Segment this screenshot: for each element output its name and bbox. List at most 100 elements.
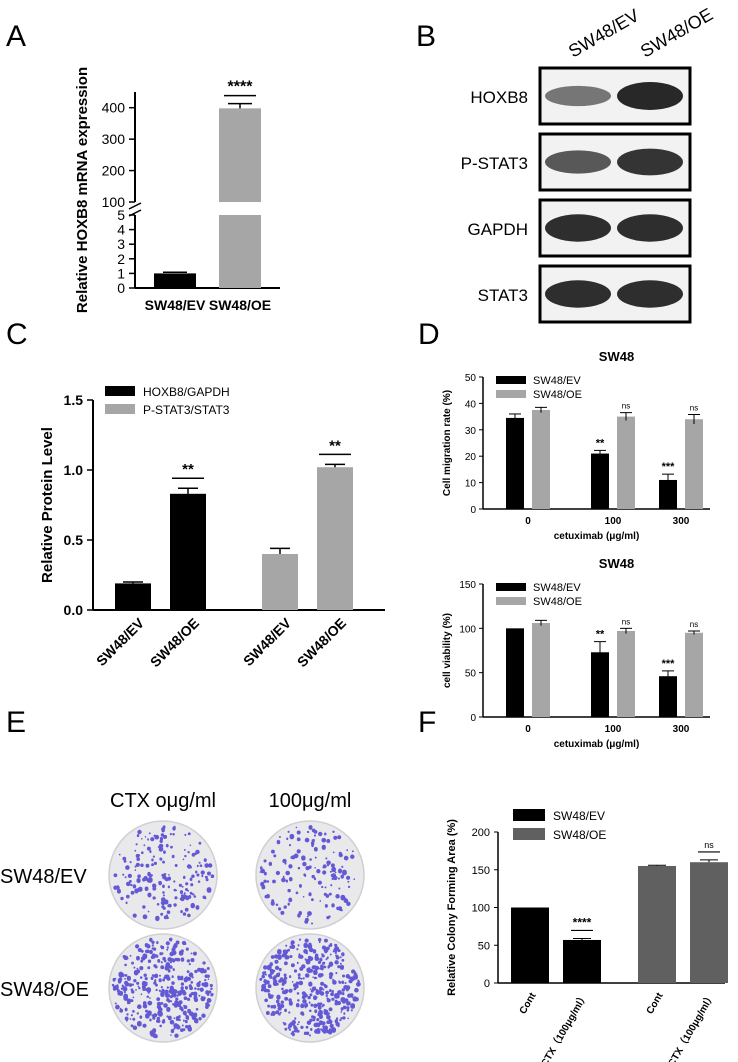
bar bbox=[685, 632, 703, 717]
legend-label: SW48/OE bbox=[553, 828, 606, 842]
significance-label: **** bbox=[228, 79, 254, 96]
colony-spots bbox=[259, 824, 356, 925]
y-tick-label: 150 bbox=[472, 865, 490, 877]
blot-band bbox=[617, 82, 683, 110]
x-tick-label: 300 bbox=[673, 724, 690, 735]
significance-label: ns bbox=[690, 620, 698, 629]
legend-swatch bbox=[105, 386, 135, 396]
blot-band bbox=[617, 280, 683, 308]
blot-band bbox=[545, 150, 611, 174]
legend-label: SW48/EV bbox=[533, 582, 581, 594]
colony-row-label: SW48/OE bbox=[0, 979, 89, 1001]
bar bbox=[659, 676, 677, 717]
panel-letter-a: A bbox=[6, 20, 27, 53]
colony-spots bbox=[111, 937, 214, 1039]
y-tick-label: 200 bbox=[102, 163, 126, 179]
bar bbox=[532, 410, 550, 509]
y-tick-label: 2 bbox=[117, 251, 125, 267]
legend-label: P-STAT3/STAT3 bbox=[143, 403, 230, 417]
panel-letter-e: E bbox=[6, 706, 27, 739]
x-tick-label: CTX（100μg/ml） bbox=[538, 990, 591, 1062]
bar bbox=[115, 583, 151, 610]
y-tick-label: 1 bbox=[117, 265, 125, 281]
y-tick-label: 0.0 bbox=[64, 602, 84, 618]
panel-f-chart: 0 50 100 150 200 Relative Colony Forming Area… bbox=[446, 809, 728, 1062]
y-tick-label: 100 bbox=[459, 624, 476, 635]
panel-letter-d: D bbox=[418, 318, 440, 351]
x-tick-label: SW48/OE bbox=[209, 297, 271, 313]
legend-swatch bbox=[496, 376, 526, 384]
y-axis-label: Cell migration rate (%) bbox=[442, 390, 453, 496]
y-tick-label: 20 bbox=[465, 452, 477, 463]
y-tick-label: 3 bbox=[117, 236, 125, 252]
panel-letter-f: F bbox=[418, 706, 437, 739]
y-tick-label: 0 bbox=[470, 713, 476, 724]
legend-label: HOXB8/GAPDH bbox=[143, 385, 230, 399]
y-tick-label: 0 bbox=[470, 505, 476, 516]
y-tick-label: 100 bbox=[102, 194, 126, 210]
blot-band bbox=[545, 214, 611, 242]
bar bbox=[511, 907, 549, 983]
axis-break-mark bbox=[128, 202, 142, 210]
panel-d-migration-chart: SW48 0 10 20 30 40 50 Cell migration rate (%) ce… bbox=[442, 349, 710, 542]
chart-title: SW48 bbox=[599, 349, 634, 364]
significance-label: ** bbox=[329, 437, 341, 454]
panel-letter-c: C bbox=[6, 318, 28, 351]
bar bbox=[506, 628, 524, 717]
x-tick-label: SW48/EV bbox=[145, 297, 206, 313]
y-tick-label: 50 bbox=[465, 373, 477, 384]
y-tick-label: 1.5 bbox=[64, 392, 84, 408]
chart-title: SW48 bbox=[599, 556, 634, 571]
x-tick-label: SW48/OE bbox=[294, 615, 349, 670]
legend-swatch bbox=[513, 809, 545, 821]
colony-spots bbox=[259, 938, 361, 1037]
y-tick-label: 1.0 bbox=[64, 462, 84, 478]
x-tick-label: 100 bbox=[605, 724, 622, 735]
significance-label: ns bbox=[704, 840, 714, 850]
panel-e-colony-images: CTX oμg/ml 100μg/ml SW48/EV SW48/OE bbox=[0, 790, 365, 1043]
y-tick-label: 0.5 bbox=[64, 532, 84, 548]
x-tick-label: 300 bbox=[673, 516, 690, 527]
blot-band bbox=[545, 280, 611, 308]
y-tick-label: 200 bbox=[472, 827, 490, 839]
y-axis-label: cell viability (%) bbox=[442, 613, 453, 688]
y-tick-label: 300 bbox=[102, 131, 126, 147]
colony-dish bbox=[255, 820, 365, 930]
legend-label: SW48/OE bbox=[533, 389, 582, 401]
y-tick-label: 50 bbox=[465, 669, 477, 680]
bar bbox=[659, 479, 677, 509]
y-axis-label: Relative Protein Level bbox=[39, 427, 56, 583]
significance-label: ** bbox=[596, 437, 605, 449]
significance-label: ns bbox=[622, 402, 630, 411]
bar bbox=[591, 652, 609, 717]
legend-swatch bbox=[496, 583, 526, 591]
blot-row-label: STAT3 bbox=[478, 286, 528, 305]
panel-letter-b: B bbox=[416, 20, 437, 53]
bar bbox=[317, 467, 353, 610]
y-tick-label: 0 bbox=[484, 978, 490, 990]
bar bbox=[617, 630, 635, 717]
x-tick-label: Cont bbox=[645, 990, 666, 1016]
bar bbox=[685, 419, 703, 509]
colony-column-label: 100μg/ml bbox=[269, 790, 352, 812]
bar bbox=[506, 417, 524, 509]
colony-spots bbox=[113, 825, 215, 922]
x-axis-label: cetuximab (μg/ml) bbox=[554, 739, 640, 750]
y-tick-label: 4 bbox=[117, 222, 125, 238]
legend-swatch bbox=[105, 404, 135, 414]
legend-swatch bbox=[496, 390, 526, 398]
x-tick-label: 0 bbox=[525, 516, 531, 527]
bar bbox=[219, 215, 261, 288]
significance-label: *** bbox=[662, 658, 676, 670]
colony-row-label: SW48/EV bbox=[0, 866, 87, 888]
significance-label: ns bbox=[690, 403, 698, 412]
y-tick-label: 50 bbox=[478, 940, 490, 952]
x-tick-label: CTX（100μg/ml） bbox=[665, 990, 718, 1062]
bar bbox=[617, 416, 635, 509]
blot-column-label: SW48/EV bbox=[565, 5, 643, 61]
y-axis-label: Relative Colony Forming Area (%) bbox=[446, 819, 458, 996]
x-axis-label: cetuximab (μg/ml) bbox=[554, 531, 640, 542]
y-tick-label: 100 bbox=[472, 903, 490, 915]
